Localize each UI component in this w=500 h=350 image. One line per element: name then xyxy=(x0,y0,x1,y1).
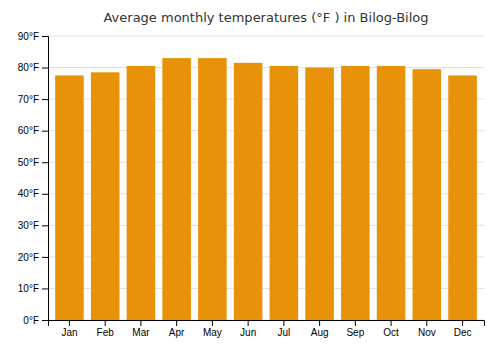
y-tick: 80°F xyxy=(18,62,48,73)
bars xyxy=(55,58,477,320)
x-tick: Nov xyxy=(418,320,436,338)
grid xyxy=(48,36,484,320)
bar xyxy=(448,75,477,320)
tick-mark xyxy=(212,320,213,326)
bar xyxy=(341,66,370,320)
bar xyxy=(377,66,406,320)
y-tick: 40°F xyxy=(18,188,48,199)
tick-label: Nov xyxy=(418,327,436,338)
bar xyxy=(162,58,191,320)
x-tick: May xyxy=(203,320,222,338)
tick-mark xyxy=(42,257,48,258)
tick-mark xyxy=(391,320,392,326)
axis-line xyxy=(42,37,49,321)
tick-label: May xyxy=(203,327,222,338)
y-tick: 20°F xyxy=(18,252,48,263)
tick-mark xyxy=(42,288,48,289)
tick-mark xyxy=(105,320,106,326)
tick-label: 60°F xyxy=(18,125,39,136)
plot: Jan Feb Mar Apr May Jun Jul Aug Sep Oct Nov Dec 0°F 1… xyxy=(18,31,485,338)
bar xyxy=(234,63,263,320)
title: Average monthly temperatures (°F ) in Bi… xyxy=(103,10,428,25)
tick-mark xyxy=(462,320,463,326)
tick-label: Sep xyxy=(346,327,364,338)
tick-label: 0°F xyxy=(23,315,39,326)
x-tick: Apr xyxy=(169,320,185,338)
x-tick: Jul xyxy=(277,320,290,338)
y-tick: 30°F xyxy=(18,220,48,231)
tick-mark xyxy=(355,320,356,326)
x-tick: Oct xyxy=(383,320,399,338)
chart: Jan Feb Mar Apr May Jun Jul Aug Sep Oct Nov Dec 0°F 1… xyxy=(0,0,500,350)
x-tick: Aug xyxy=(311,320,329,338)
y-tick: 0°F xyxy=(23,315,48,326)
tick-label: Dec xyxy=(454,327,472,338)
tick-label: Mar xyxy=(132,327,150,338)
y-tick: 70°F xyxy=(18,94,48,105)
x-tick: Jun xyxy=(240,320,256,338)
tick-mark xyxy=(42,162,48,163)
x-axis: Jan Feb Mar Apr May Jun Jul Aug Sep Oct Nov Dec xyxy=(49,320,485,338)
tick-label: Jun xyxy=(240,327,256,338)
tick-label: 40°F xyxy=(18,188,39,199)
bar xyxy=(198,58,227,320)
y-axis: 0°F 10°F 20°F 30°F 40°F 50°F 60°F 70°F 80°F 90°F xyxy=(18,31,49,326)
y-tick: 90°F xyxy=(18,31,48,42)
x-tick: Jan xyxy=(61,320,77,338)
grid-line xyxy=(48,67,484,68)
tick-label: 70°F xyxy=(18,94,39,105)
y-tick: 60°F xyxy=(18,125,48,136)
tick-label: 10°F xyxy=(18,283,39,294)
tick-label: Jan xyxy=(61,327,77,338)
tick-mark xyxy=(283,320,284,326)
tick-mark xyxy=(42,194,48,195)
bar xyxy=(413,69,442,320)
tick-mark xyxy=(42,36,48,37)
tick-mark xyxy=(69,320,70,326)
tick-label: 90°F xyxy=(18,31,39,42)
tick-label: Oct xyxy=(383,327,399,338)
tick-label: Aug xyxy=(311,327,329,338)
x-tick: Sep xyxy=(346,320,364,338)
bar xyxy=(305,68,334,320)
tick-label: 30°F xyxy=(18,220,39,231)
tick-label: Jul xyxy=(277,327,290,338)
bar xyxy=(127,66,156,320)
tick-mark xyxy=(42,99,48,100)
tick-mark xyxy=(42,225,48,226)
tick-label: Feb xyxy=(97,327,115,338)
y-tick: 10°F xyxy=(18,283,48,294)
axis-line xyxy=(49,321,485,327)
bar xyxy=(270,66,299,320)
tick-mark xyxy=(319,320,320,326)
tick-mark xyxy=(42,68,48,69)
x-tick: Mar xyxy=(132,320,150,338)
bar xyxy=(91,72,120,320)
tick-mark xyxy=(248,320,249,326)
tick-mark xyxy=(426,320,427,326)
tick-label: 80°F xyxy=(18,62,39,73)
tick-mark xyxy=(176,320,177,326)
x-tick: Feb xyxy=(97,320,115,338)
tick-mark xyxy=(42,320,48,321)
tick-label: Apr xyxy=(169,327,185,338)
x-tick: Dec xyxy=(454,320,472,338)
tick-mark xyxy=(140,320,141,326)
tick-label: 20°F xyxy=(18,252,39,263)
grid-line xyxy=(48,36,484,37)
bar xyxy=(55,75,84,320)
y-tick: 50°F xyxy=(18,157,48,168)
tick-mark xyxy=(42,131,48,132)
tick-label: 50°F xyxy=(18,157,39,168)
